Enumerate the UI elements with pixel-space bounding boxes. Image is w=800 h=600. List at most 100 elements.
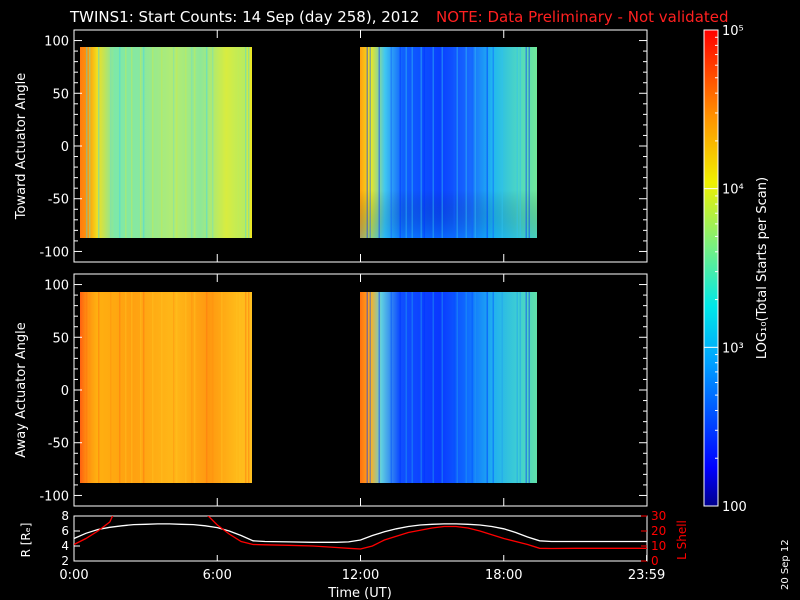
radius-tick-label: 6 — [61, 524, 69, 538]
away-seg2-stripe — [366, 292, 368, 483]
away-seg1-stripe — [130, 292, 133, 483]
toward-seg1-stripe — [190, 47, 193, 238]
away-seg2-stripe — [516, 292, 518, 483]
toward-panel: Toward Actuator Angle 100 50 0 -50 -100 — [14, 29, 648, 263]
away-seg2-stripe — [441, 292, 443, 483]
toward-seg2-stripe — [519, 47, 521, 238]
toward-seg2-stripe — [456, 47, 458, 238]
radius-tick-label: 8 — [61, 509, 69, 523]
toward-seg1-stripe — [235, 47, 238, 238]
toward-seg1-stripe — [151, 47, 154, 238]
toward-seg2-stripe — [411, 47, 413, 238]
radius-axis-label: R [Rₑ] — [19, 523, 33, 558]
toward-seg2-stripe — [399, 47, 401, 238]
time-tick-label: 18:00 — [485, 568, 522, 583]
toward-seg1-stripe — [193, 47, 196, 238]
away-seg1-stripe — [118, 292, 121, 483]
toward-seg1-stripe — [160, 47, 163, 238]
away-seg2-stripe — [420, 292, 422, 483]
away-seg1-stripe — [151, 292, 154, 483]
toward-seg2-stripe — [369, 47, 371, 238]
toward-heatmap — [80, 47, 537, 238]
away-seg2-stripe — [378, 292, 380, 483]
away-seg1-stripe — [109, 292, 112, 483]
away-ytick-label: 50 — [52, 331, 69, 346]
lshell-axis-label: L Shell — [675, 520, 689, 560]
away-panel: Away Actuator Angle 100 50 0 -50 -100 — [14, 273, 648, 507]
away-seg1-stripe — [205, 292, 208, 483]
away-seg1-stripe — [244, 292, 247, 483]
toward-seg2-stripe — [432, 47, 434, 238]
toward-seg2-stripe — [474, 47, 476, 238]
toward-ytick-label: 0 — [61, 140, 69, 155]
toward-seg1-stripe — [247, 47, 250, 238]
away-seg2-stripe — [399, 292, 401, 483]
colorbar-label: LOG₁₀(Total Starts per Scan) — [755, 177, 770, 359]
away-seg1-stripe — [235, 292, 238, 483]
away-ytick-label: 100 — [44, 279, 69, 294]
lshell-tick-label: 30 — [651, 509, 666, 523]
toward-ytick-label: -50 — [48, 193, 69, 208]
colorbar-gradient — [703, 29, 719, 507]
toward-seg1-stripe — [97, 47, 100, 238]
toward-seg2-stripe — [420, 47, 422, 238]
toward-segment-1 — [80, 47, 252, 238]
colorbar-tick-label: 10⁴ — [722, 183, 744, 198]
away-seg2-stripe — [423, 292, 425, 483]
away-seg2-stripe — [369, 292, 371, 483]
toward-seg1-stripe — [175, 47, 178, 238]
colorbar-tick-label: 10³ — [722, 341, 744, 356]
toward-seg2-stripe — [366, 47, 368, 238]
colorbar: 100 10³ 10⁴ 10⁵ LOG₁₀(Total Starts per Scan… — [703, 24, 770, 515]
toward-ytick-label: -100 — [39, 245, 69, 260]
toward-seg1-stripe — [220, 47, 223, 238]
toward-seg1-stripe — [142, 47, 145, 238]
away-seg2-stripe — [525, 292, 527, 483]
toward-yaxis: 100 50 0 -50 -100 — [39, 29, 648, 263]
away-seg2-stripe — [528, 292, 530, 483]
time-tick-label: 6:00 — [203, 568, 232, 583]
lshell-line — [74, 516, 647, 550]
toward-seg2-stripe — [516, 47, 518, 238]
away-seg1-stripe — [97, 292, 100, 483]
away-seg1-stripe — [142, 292, 145, 483]
toward-seg2-stripe — [525, 47, 527, 238]
toward-ylabel: Toward Actuator Angle — [14, 73, 29, 220]
away-segment-2 — [360, 292, 537, 483]
orbit-lines — [74, 516, 647, 550]
radius-tick-label: 2 — [61, 554, 69, 568]
away-ytick-label: -50 — [48, 437, 69, 452]
toward-ytick-label: 100 — [44, 35, 69, 50]
away-seg2-stripe — [432, 292, 434, 483]
toward-seg1-stripe — [109, 47, 112, 238]
away-seg1-stripe — [193, 292, 196, 483]
away-seg1-stripe — [190, 292, 193, 483]
toward-seg1-stripe — [85, 47, 88, 238]
colorbar-tick-label: 100 — [722, 500, 747, 515]
time-tick-label: 23:59 — [628, 568, 665, 583]
away-seg2-stripe — [486, 292, 488, 483]
toward-seg2-stripe — [486, 47, 488, 238]
toward-seg1-stripe — [124, 47, 127, 238]
lshell-tick-label: 0 — [651, 554, 659, 568]
away-seg2-stripe — [453, 292, 455, 483]
away-seg2-stripe — [471, 292, 473, 483]
figure-title: TWINS1: Start Counts: 14 Sep (day 258), … — [69, 8, 419, 26]
colorbar-ticks: 100 10³ 10⁴ 10⁵ — [704, 24, 747, 515]
away-seg1-stripe — [172, 292, 175, 483]
preliminary-note: NOTE: Data Preliminary - Not validated — [436, 8, 729, 26]
away-heatmap — [80, 292, 537, 483]
away-seg2-stripe — [492, 292, 494, 483]
away-ylabel: Away Actuator Angle — [14, 322, 29, 457]
toward-seg2-stripe — [453, 47, 455, 238]
away-segment-1 — [80, 292, 252, 483]
toward-seg2-stripe — [528, 47, 530, 238]
toward-seg1-stripe — [88, 47, 91, 238]
away-seg1-stripe — [85, 292, 88, 483]
away-ytick-label: 0 — [61, 384, 69, 399]
away-seg1-stripe — [139, 292, 142, 483]
toward-seg1-stripe — [211, 47, 214, 238]
away-seg2-stripe — [474, 292, 476, 483]
